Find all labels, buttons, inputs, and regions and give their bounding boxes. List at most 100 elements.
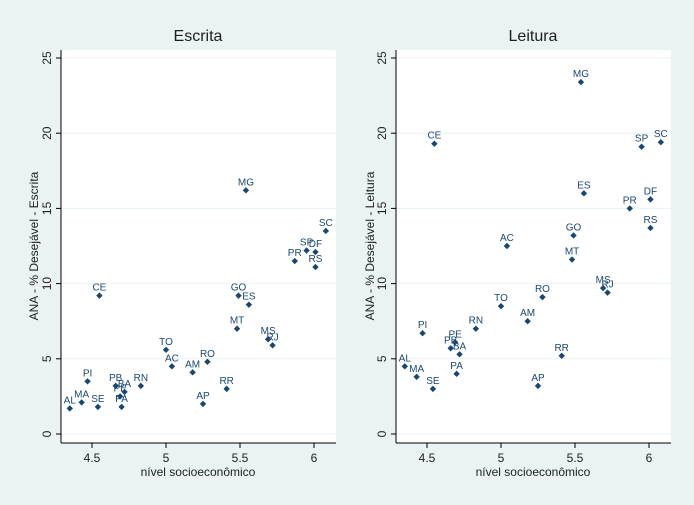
data-point [503, 242, 511, 250]
chart-title: Escrita [174, 28, 223, 45]
data-point [456, 351, 463, 358]
y-tick-label: 0 [375, 430, 389, 437]
plot-area [61, 50, 336, 443]
data-point [162, 346, 170, 353]
y-tick-label: 10 [40, 277, 54, 291]
point-label: BA [453, 341, 467, 352]
point-label: CE [427, 131, 441, 142]
point-label: MT [230, 316, 244, 327]
point-label: RO [535, 284, 550, 295]
data-point [94, 403, 102, 411]
point-label: RS [309, 254, 323, 265]
x-axis-label: nível socioeconômico [141, 465, 256, 479]
x-tick-label: 4.5 [419, 451, 436, 465]
point-label: MA [74, 389, 89, 400]
point-label: PI [418, 320, 427, 331]
point-label: AC [500, 233, 514, 244]
data-point [312, 248, 319, 256]
data-point [539, 293, 546, 301]
grid-lines [396, 57, 671, 435]
point-label: PR [623, 195, 637, 206]
x-tick-label: 5.5 [567, 451, 584, 465]
x-tick-label: 6 [311, 451, 318, 465]
y-axis-label: ANA - % Desejável - Escrita [27, 171, 41, 320]
y-tick-label: 25 [40, 51, 54, 65]
data-point [657, 139, 665, 146]
chart-panel-escrita: Escrita nível socioeconômico ANA - % Des… [27, 28, 336, 479]
data-point [233, 325, 241, 332]
data-point [497, 302, 505, 310]
point-label: ES [577, 180, 591, 191]
point-label: RJ [601, 280, 613, 291]
data-point [303, 247, 310, 254]
data-point [121, 388, 128, 396]
data-point [577, 78, 585, 86]
point-label: SC [654, 129, 668, 140]
data-point [453, 370, 460, 378]
axes: 0 5 10 15 20 25 4.5 5 5.5 6 [375, 50, 671, 465]
data-point [413, 373, 420, 381]
data-point [189, 369, 196, 376]
data-point [524, 318, 531, 325]
y-tick-label: 15 [375, 201, 389, 215]
point-label: RR [219, 376, 233, 387]
data-point [78, 399, 85, 406]
data-point [235, 292, 242, 299]
point-label: AP [196, 391, 210, 402]
data-point [429, 385, 437, 393]
data-points: ALMAPISECEPBPEBAPARNTOACAMROAPRRMTGOESMG… [64, 177, 333, 412]
y-tick-label: 10 [375, 277, 389, 291]
data-point [264, 336, 272, 343]
point-label: TO [159, 337, 173, 348]
point-label: PE [113, 383, 127, 394]
point-label: DF [309, 239, 322, 250]
data-points: ALMAPISECEPBPEBAPARNTOACAMROAPRRMTGOESMG… [399, 69, 668, 393]
point-label: RN [469, 316, 483, 327]
point-label: ES [242, 292, 256, 303]
point-label: CE [92, 283, 106, 294]
point-label: AL [399, 353, 412, 364]
data-point [245, 301, 253, 308]
point-label: RR [554, 343, 568, 354]
x-tick-label: 5.5 [232, 451, 249, 465]
chart-title: Leitura [509, 28, 558, 45]
data-point [647, 224, 654, 232]
data-point [604, 289, 611, 296]
point-label: MG [573, 69, 589, 80]
point-label: AP [531, 373, 545, 384]
point-label: SP [635, 134, 649, 145]
data-point [312, 263, 319, 271]
point-label: RS [644, 215, 658, 226]
data-point [291, 257, 298, 265]
data-point [137, 382, 145, 390]
point-label: PR [288, 248, 302, 259]
axes: 0 5 10 15 20 25 4.5 5 5.5 6 [40, 50, 336, 465]
point-label: AM [520, 308, 535, 319]
x-tick-label: 5 [498, 451, 505, 465]
data-point [401, 363, 408, 370]
data-point [472, 325, 480, 332]
x-tick-label: 6 [646, 451, 653, 465]
grid-lines [61, 57, 336, 435]
point-label: PB [444, 335, 458, 346]
y-tick-label: 15 [40, 201, 54, 215]
y-tick-label: 5 [40, 355, 54, 362]
point-label: GO [566, 222, 582, 233]
point-label: DF [644, 186, 657, 197]
data-point [96, 292, 103, 299]
point-label: TO [494, 293, 508, 304]
point-label: SP [300, 238, 314, 249]
data-point [242, 187, 250, 194]
data-point [419, 330, 426, 337]
y-tick-label: 20 [375, 126, 389, 140]
point-label: PA [450, 361, 463, 372]
data-point [638, 143, 645, 150]
data-point [199, 400, 207, 408]
x-tick-label: 4.5 [84, 451, 101, 465]
point-label: AL [64, 395, 77, 406]
data-point [534, 382, 542, 390]
point-label: RJ [266, 332, 278, 343]
data-point [447, 345, 454, 352]
data-point [269, 342, 276, 349]
data-point [116, 393, 124, 400]
